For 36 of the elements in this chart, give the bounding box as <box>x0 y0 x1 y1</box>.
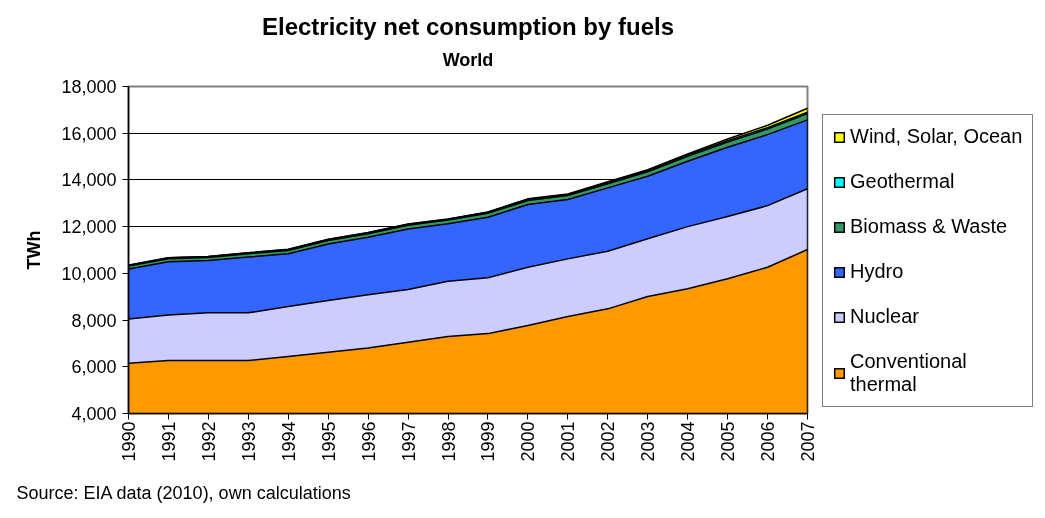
x-tick-label: 2001 <box>558 421 579 462</box>
x-tick-label: 1994 <box>278 421 299 462</box>
legend-label: Nuclear <box>850 305 919 328</box>
x-tick-label: 1997 <box>398 421 419 462</box>
x-tick-label: 2000 <box>518 421 539 462</box>
x-tick-label: 2005 <box>718 421 739 462</box>
y-tick-label: 6,000 <box>71 357 117 378</box>
x-tick-label: 1998 <box>438 421 459 462</box>
y-axis-title: TWh <box>24 230 45 270</box>
x-tick-label: 2004 <box>678 421 699 462</box>
y-tick-label: 18,000 <box>61 77 117 97</box>
y-tick-label: 4,000 <box>71 404 117 424</box>
x-tick-label: 1992 <box>198 421 219 462</box>
x-tick-label: 2006 <box>758 421 779 462</box>
y-tick-label: 12,000 <box>61 217 117 238</box>
source-note: Source: EIA data (2010), own calculations <box>16 482 351 503</box>
x-tick-label: 1999 <box>478 421 499 462</box>
x-tick-label: 1990 <box>119 421 139 462</box>
y-tick-label: 14,000 <box>61 170 117 191</box>
x-tick-label: 1993 <box>238 421 259 462</box>
chart-subtitle: World <box>442 49 494 70</box>
legend-label: Conventional thermal <box>850 350 967 396</box>
legend-label: Wind, Solar, Ocean <box>850 125 1023 148</box>
x-tick-label: 1991 <box>158 421 179 462</box>
chart-title: Electricity net consumption by fuels <box>261 12 675 40</box>
y-tick-label: 10,000 <box>61 263 117 284</box>
y-tick-label: 8,000 <box>71 310 117 331</box>
legend-label: Geothermal <box>850 170 955 193</box>
x-tick-label: 2002 <box>598 421 619 462</box>
x-tick-label: 2007 <box>798 421 818 462</box>
y-tick-label: 16,000 <box>61 123 117 144</box>
x-tick-label: 1995 <box>318 421 339 462</box>
legend-label: Hydro <box>850 260 904 283</box>
x-tick-label: 1996 <box>358 421 379 462</box>
x-tick-label: 2003 <box>638 421 659 462</box>
legend-label: Biomass & Waste <box>850 215 1008 238</box>
